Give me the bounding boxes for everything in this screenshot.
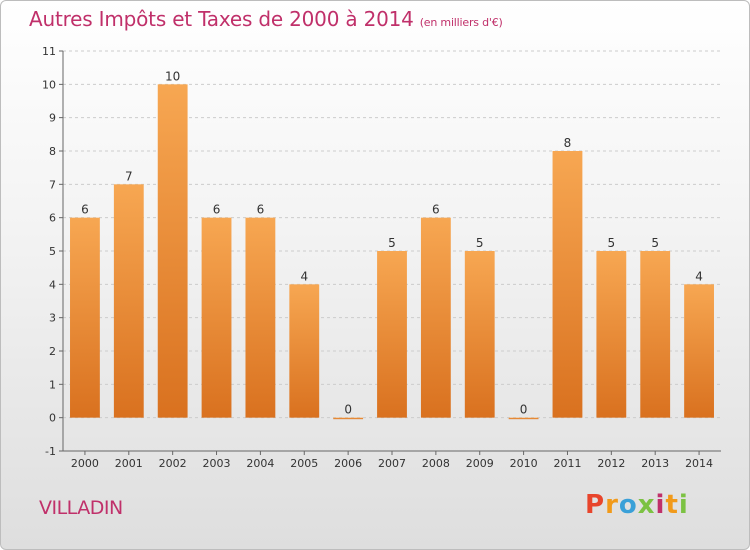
y-tick-label: 4 <box>49 278 56 291</box>
logo-letter: x <box>637 490 656 520</box>
x-tick-label: 2012 <box>597 457 625 470</box>
bar-data-label: 0 <box>344 403 352 417</box>
bar <box>508 417 539 420</box>
logo-letter: i <box>678 490 689 520</box>
bar <box>552 151 583 418</box>
bar-data-label: 6 <box>213 203 221 217</box>
bar-data-label: 5 <box>388 236 396 250</box>
x-tick-label: 2011 <box>553 457 581 470</box>
bar-data-label: 5 <box>608 236 616 250</box>
chart-subtitle: (en milliers d'€) <box>419 16 503 29</box>
y-tick-label: -1 <box>45 445 56 458</box>
bar-data-label: 5 <box>476 236 484 250</box>
x-tick-label: 2009 <box>466 457 494 470</box>
bar-data-label: 8 <box>564 136 572 150</box>
y-tick-label: 6 <box>49 212 56 225</box>
bar <box>377 251 407 418</box>
chart-title-text: Autres Impôts et Taxes de 2000 à 2014 <box>29 7 414 31</box>
bar <box>640 251 671 418</box>
y-tick-label: 1 <box>49 378 56 391</box>
bar <box>464 251 495 418</box>
bar <box>420 217 451 418</box>
bar-data-label: 0 <box>520 403 528 417</box>
x-tick-label: 2014 <box>685 457 713 470</box>
y-tick-label: 2 <box>49 345 56 358</box>
x-tick-label: 2008 <box>422 457 450 470</box>
bar <box>596 251 627 418</box>
bar-data-label: 6 <box>81 203 89 217</box>
y-tick-label: 11 <box>42 45 56 58</box>
y-tick-label: 9 <box>49 112 56 125</box>
y-tick-label: 8 <box>49 145 56 158</box>
bar <box>289 284 320 418</box>
chart-title: Autres Impôts et Taxes de 2000 à 2014 (en… <box>29 7 503 31</box>
bar <box>113 184 144 418</box>
y-tick-label: 7 <box>49 178 56 191</box>
logo-letter: t <box>665 490 679 520</box>
bar-data-label: 5 <box>651 236 659 250</box>
logo-letter: P <box>585 490 606 520</box>
bar <box>333 417 364 420</box>
y-tick-label: 10 <box>42 78 56 91</box>
bar <box>684 284 714 418</box>
x-tick-label: 2007 <box>378 457 406 470</box>
bar <box>157 84 188 418</box>
logo-letter: i <box>655 490 666 520</box>
logo-letter: r <box>605 490 619 520</box>
bar-data-label: 10 <box>165 69 180 83</box>
x-tick-label: 2001 <box>115 457 143 470</box>
x-tick-label: 2013 <box>641 457 669 470</box>
logo-letter: o <box>618 490 638 520</box>
x-tick-label: 2003 <box>203 457 231 470</box>
bar-data-label: 4 <box>695 269 703 283</box>
x-tick-label: 2006 <box>334 457 362 470</box>
x-tick-label: 2005 <box>290 457 318 470</box>
bar-data-label: 7 <box>125 169 133 183</box>
y-tick-label: 5 <box>49 245 56 258</box>
y-tick-label: 3 <box>49 312 56 325</box>
bar <box>70 217 100 418</box>
bar-data-label: 6 <box>257 203 265 217</box>
x-tick-label: 2010 <box>510 457 538 470</box>
bar <box>201 217 232 418</box>
bar-data-label: 6 <box>432 203 440 217</box>
proxiti-logo: Proxiti <box>585 490 689 520</box>
x-tick-label: 2002 <box>159 457 187 470</box>
x-tick-label: 2000 <box>71 457 99 470</box>
bar <box>245 217 276 418</box>
commune-name: VILLADIN <box>39 497 123 519</box>
bar-data-label: 4 <box>300 269 308 283</box>
x-tick-label: 2004 <box>246 457 274 470</box>
y-tick-label: 0 <box>49 412 56 425</box>
